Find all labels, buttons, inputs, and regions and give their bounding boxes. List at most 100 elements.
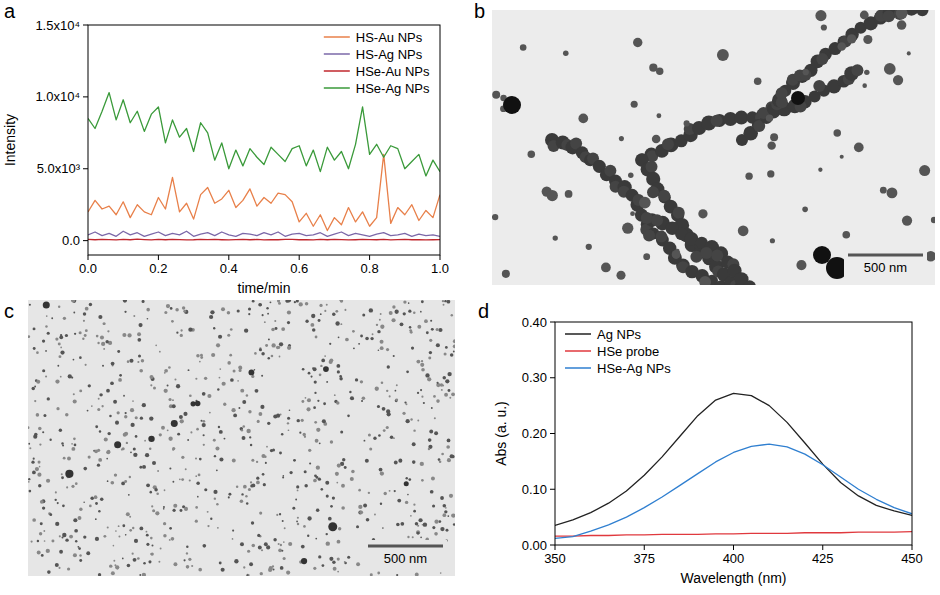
particle — [73, 437, 76, 440]
x-tick — [369, 255, 370, 260]
y-tick — [83, 96, 88, 97]
particle — [36, 413, 40, 417]
particle — [153, 386, 156, 389]
particle — [139, 574, 141, 576]
particle — [42, 339, 45, 342]
particle — [176, 332, 178, 334]
particle — [418, 518, 422, 522]
particle — [79, 559, 82, 562]
particle — [248, 574, 250, 576]
particle — [95, 518, 97, 520]
legend-item: HSe-Au NPs — [324, 64, 430, 79]
x-tick — [733, 545, 734, 550]
particle — [180, 509, 183, 512]
particle — [172, 447, 175, 450]
particle — [97, 449, 100, 452]
particle — [390, 436, 394, 440]
particle — [163, 522, 166, 525]
particle — [451, 392, 455, 396]
particle — [138, 355, 141, 358]
figure: a0.00.20.40.60.81.00.05.0x10³1.0x10⁴1.5x… — [0, 0, 940, 595]
particle — [219, 562, 222, 565]
series-line — [555, 532, 912, 536]
particle — [329, 343, 331, 345]
particle — [34, 433, 38, 437]
particle — [180, 334, 183, 337]
particle — [28, 478, 30, 480]
legend-item: HS-Au NPs — [324, 30, 423, 45]
particle — [344, 466, 347, 469]
particle — [405, 501, 408, 504]
particle — [155, 344, 157, 346]
legend-item: HSe-Ag NPs — [565, 361, 671, 376]
particle — [453, 351, 455, 353]
particle — [196, 481, 200, 485]
particle — [97, 464, 100, 467]
particle — [319, 373, 322, 376]
particle — [265, 462, 267, 464]
particle — [170, 307, 173, 310]
x-tick-label: 400 — [723, 551, 745, 566]
series-line — [88, 231, 440, 236]
particle — [66, 486, 68, 488]
particle — [267, 422, 270, 425]
particle — [294, 301, 296, 303]
particle — [387, 365, 390, 368]
particle — [79, 356, 82, 359]
x-tick — [88, 255, 89, 260]
particle — [420, 311, 422, 313]
particle — [417, 392, 419, 394]
particle — [164, 389, 168, 393]
particle — [85, 307, 89, 311]
particle — [332, 312, 335, 315]
particle — [417, 420, 419, 422]
particle — [413, 429, 415, 431]
particle — [104, 437, 108, 441]
particle — [320, 488, 323, 491]
particle — [380, 313, 382, 315]
particle — [65, 538, 68, 541]
particle — [428, 448, 430, 450]
particle — [299, 302, 303, 306]
scale-bar-label: 500 nm — [864, 260, 907, 275]
particle — [228, 496, 230, 498]
particle — [101, 342, 105, 346]
particle — [344, 561, 346, 563]
particle — [407, 536, 409, 538]
particle — [699, 276, 711, 285]
particle — [73, 399, 77, 403]
particle — [502, 270, 510, 278]
particle — [307, 535, 309, 537]
particle — [124, 415, 127, 418]
particle — [179, 415, 183, 419]
particle — [40, 522, 43, 525]
particle — [56, 407, 59, 410]
particle — [864, 70, 869, 75]
particle — [28, 481, 30, 483]
particle — [445, 379, 449, 383]
particle — [380, 340, 384, 344]
particle — [347, 556, 350, 559]
particle — [103, 322, 106, 325]
particle — [443, 304, 445, 306]
particle — [134, 539, 138, 543]
particle — [520, 44, 527, 51]
particle — [279, 342, 283, 346]
particle — [74, 333, 76, 335]
series-line — [555, 444, 912, 538]
legend-label: HSe-Ag NPs — [597, 361, 671, 376]
particle — [221, 307, 225, 311]
particle — [95, 502, 98, 505]
particle — [89, 303, 92, 306]
particle — [440, 496, 444, 500]
particle — [417, 532, 420, 535]
particle — [168, 398, 171, 401]
particle — [313, 406, 316, 409]
particle — [324, 355, 326, 357]
particle — [236, 485, 238, 487]
particle — [219, 368, 221, 370]
particle — [302, 368, 305, 371]
particle — [133, 453, 137, 457]
particle — [413, 510, 416, 513]
particle — [259, 512, 262, 515]
